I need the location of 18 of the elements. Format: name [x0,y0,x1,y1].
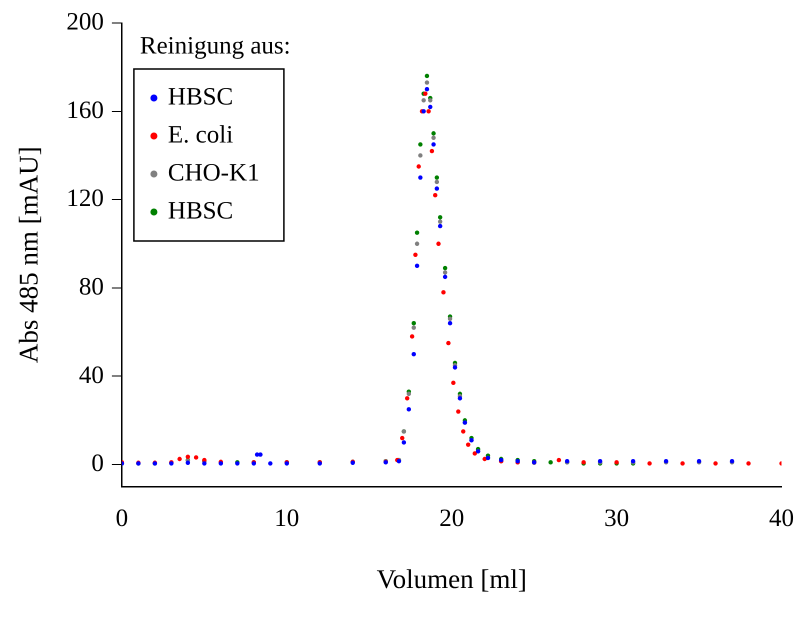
y-tick-label: 200 [66,8,104,36]
x-axis-title: Volumen [ml] [376,564,527,594]
legend-label: CHO-K1 [168,160,260,187]
x-tick-label: 40 [769,505,794,532]
y-tick-label: 0 [91,450,104,478]
y-tick-label: 80 [78,273,104,300]
y-axis-title: Abs 485 nm [mAU] [13,146,44,364]
x-tick-label: 10 [274,505,300,532]
y-tick-label: 40 [78,362,104,389]
x-tick-label: 0 [116,505,128,532]
legend-label: E. coli [168,122,234,149]
x-tick-label: 30 [604,505,630,532]
y-tick-label: 160 [66,96,104,124]
legend-label: HBSC [168,198,234,225]
legend-label: HBSC [168,84,234,111]
x-tick-label: 20 [439,505,464,532]
legend-title: Reinigung aus: [140,32,291,60]
y-tick-label: 120 [66,185,104,212]
